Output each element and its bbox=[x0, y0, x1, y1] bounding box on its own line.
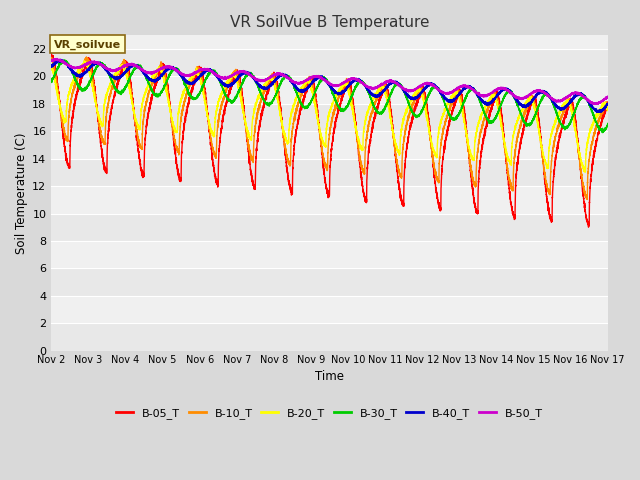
B-40_T bbox=[311, 77, 319, 83]
Bar bbox=[51, 49, 608, 76]
B-50_T bbox=[53, 56, 61, 61]
Bar bbox=[51, 104, 608, 132]
B-40_T bbox=[573, 93, 581, 98]
B-50_T bbox=[47, 58, 55, 64]
B-50_T bbox=[604, 94, 612, 99]
Bar bbox=[51, 296, 608, 323]
Bar bbox=[51, 214, 608, 241]
B-10_T bbox=[470, 180, 477, 185]
B-20_T bbox=[581, 169, 589, 175]
Line: B-05_T: B-05_T bbox=[51, 54, 608, 227]
B-20_T bbox=[237, 93, 244, 99]
Y-axis label: Soil Temperature (C): Soil Temperature (C) bbox=[15, 132, 28, 254]
B-50_T bbox=[454, 85, 462, 91]
Line: B-10_T: B-10_T bbox=[51, 57, 608, 200]
B-30_T bbox=[573, 100, 581, 106]
B-20_T bbox=[311, 100, 319, 106]
Line: B-40_T: B-40_T bbox=[51, 60, 608, 112]
B-40_T bbox=[470, 87, 477, 93]
Title: VR SoilVue B Temperature: VR SoilVue B Temperature bbox=[230, 15, 429, 30]
B-50_T bbox=[573, 90, 581, 96]
B-20_T bbox=[454, 91, 462, 96]
B-10_T bbox=[584, 197, 591, 203]
B-30_T bbox=[470, 86, 477, 92]
B-40_T bbox=[604, 101, 612, 107]
B-30_T bbox=[604, 120, 612, 126]
B-40_T bbox=[454, 92, 462, 97]
Bar bbox=[51, 268, 608, 296]
B-05_T bbox=[454, 92, 462, 97]
B-30_T bbox=[237, 85, 244, 91]
Bar bbox=[51, 159, 608, 186]
B-20_T bbox=[580, 167, 588, 172]
B-40_T bbox=[57, 57, 65, 62]
B-20_T bbox=[573, 139, 581, 145]
B-20_T bbox=[47, 63, 55, 69]
B-10_T bbox=[237, 86, 244, 92]
B-20_T bbox=[604, 108, 612, 114]
Bar bbox=[51, 76, 608, 104]
Bar bbox=[51, 241, 608, 268]
B-30_T bbox=[47, 79, 55, 84]
B-30_T bbox=[454, 112, 462, 118]
B-10_T bbox=[83, 54, 90, 60]
Bar bbox=[51, 323, 608, 350]
B-05_T bbox=[580, 203, 588, 208]
B-05_T bbox=[470, 195, 477, 201]
B-10_T bbox=[580, 189, 588, 194]
B-50_T bbox=[580, 94, 588, 100]
B-50_T bbox=[591, 101, 599, 107]
B-10_T bbox=[573, 142, 581, 147]
B-10_T bbox=[47, 55, 55, 61]
B-40_T bbox=[237, 72, 244, 77]
B-10_T bbox=[604, 103, 612, 108]
B-30_T bbox=[599, 130, 607, 135]
Line: B-20_T: B-20_T bbox=[51, 61, 608, 172]
B-30_T bbox=[580, 95, 588, 100]
Bar bbox=[51, 132, 608, 159]
B-05_T bbox=[604, 100, 612, 106]
Line: B-50_T: B-50_T bbox=[51, 59, 608, 104]
B-30_T bbox=[311, 90, 319, 96]
B-05_T bbox=[585, 224, 593, 230]
B-50_T bbox=[311, 73, 319, 79]
B-10_T bbox=[454, 88, 462, 94]
B-05_T bbox=[573, 135, 581, 141]
B-05_T bbox=[47, 51, 55, 57]
Line: B-30_T: B-30_T bbox=[51, 60, 608, 132]
Legend: B-05_T, B-10_T, B-20_T, B-30_T, B-40_T, B-50_T: B-05_T, B-10_T, B-20_T, B-30_T, B-40_T, … bbox=[112, 404, 547, 423]
B-40_T bbox=[47, 63, 55, 69]
X-axis label: Time: Time bbox=[315, 370, 344, 383]
Bar bbox=[51, 186, 608, 214]
B-05_T bbox=[311, 86, 319, 92]
B-05_T bbox=[237, 80, 244, 86]
B-20_T bbox=[470, 157, 477, 163]
B-50_T bbox=[237, 69, 244, 74]
B-10_T bbox=[311, 95, 319, 100]
B-30_T bbox=[60, 57, 67, 63]
Text: VR_soilvue: VR_soilvue bbox=[54, 39, 121, 49]
B-50_T bbox=[470, 88, 477, 94]
B-40_T bbox=[580, 94, 588, 100]
B-20_T bbox=[80, 58, 88, 64]
B-40_T bbox=[594, 109, 602, 115]
